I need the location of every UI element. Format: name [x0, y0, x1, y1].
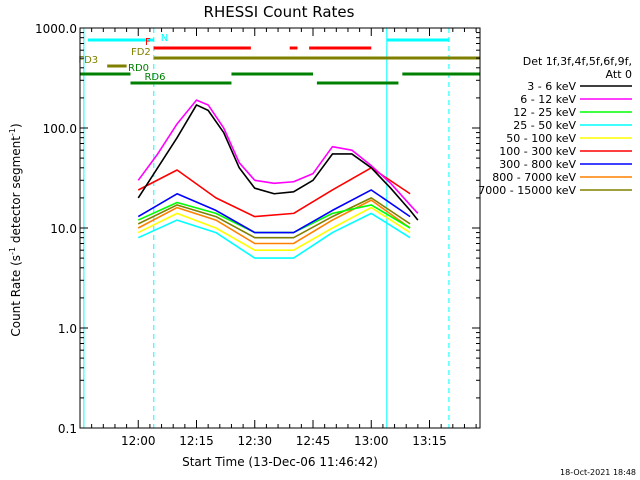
series-line — [137, 212, 411, 259]
x-tick-label: 13:00 — [354, 434, 389, 448]
x-tick-labels: 12:00 12:15 12:30 12:45 13:00 13:15 — [121, 434, 447, 448]
flag-label: FD3 — [78, 55, 98, 66]
legend-entry: 50 - 100 keV — [506, 132, 576, 145]
x-tick-label: 12:00 — [121, 434, 156, 448]
series-line — [137, 206, 411, 251]
y-tick-label: 1.0 — [58, 322, 77, 336]
y-tick-label: 0.1 — [58, 422, 77, 436]
x-tick-label: 12:45 — [296, 434, 331, 448]
x-axis-label: Start Time (13-Dec-06 11:46:42) — [182, 455, 378, 469]
series-line — [137, 99, 419, 214]
series-line — [137, 189, 411, 234]
legend-header-line1: Det 1f,3f,4f,5f,6f,9f, — [523, 55, 632, 68]
footer-timestamp: 18-Oct-2021 18:48 — [560, 468, 636, 477]
series-line — [137, 199, 411, 245]
legend: Det 1f,3f,4f,5f,6f,9f, Att 0 3 - 6 keV6 … — [478, 55, 632, 197]
legend-entry: 800 - 7000 keV — [492, 171, 576, 184]
plot-frame — [79, 27, 481, 429]
legend-header-line2: Att 0 — [606, 68, 632, 81]
axis-ticks — [80, 28, 480, 429]
x-tick-label: 12:30 — [237, 434, 272, 448]
y-tick-label: 100.0 — [43, 122, 77, 136]
legend-entry: 25 - 50 keV — [513, 119, 576, 132]
legend-entry: 300 - 800 keV — [499, 158, 576, 171]
chart-title: RHESSI Count Rates — [204, 3, 355, 21]
legend-entry: 100 - 300 keV — [499, 145, 576, 158]
flag-label: F — [145, 37, 151, 48]
legend-entry: 7000 - 15000 keV — [478, 184, 576, 197]
y-axis-label: Count Rate (s-1 detector segment-1) — [8, 123, 23, 336]
flag-label: RD0 — [128, 63, 149, 74]
legend-entry: 3 - 6 keV — [527, 80, 576, 93]
y-tick-labels: 0.1 1.0 10.0 100.0 1000.0 — [35, 22, 77, 436]
legend-entry: 6 - 12 keV — [520, 93, 576, 106]
legend-entry: 12 - 25 keV — [513, 106, 576, 119]
flag-label: RD6 — [144, 72, 165, 83]
series-line — [137, 201, 411, 234]
x-tick-label: 13:15 — [412, 434, 447, 448]
flag-label: N — [161, 33, 168, 44]
x-tick-label: 12:15 — [179, 434, 214, 448]
flag-label: FD2 — [131, 47, 151, 58]
series-line — [137, 104, 419, 221]
y-tick-label: 10.0 — [50, 222, 77, 236]
series-line — [137, 197, 411, 239]
y-tick-label: 1000.0 — [35, 22, 77, 36]
series-line — [137, 166, 411, 218]
